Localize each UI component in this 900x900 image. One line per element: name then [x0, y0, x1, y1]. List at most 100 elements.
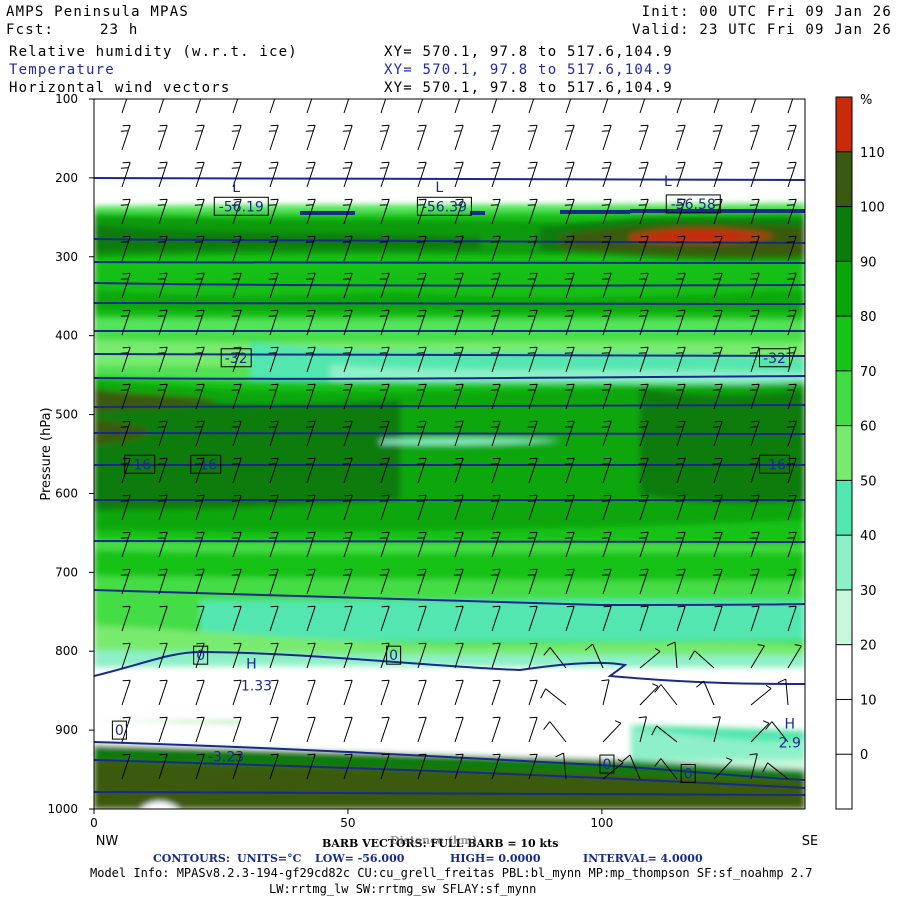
wind-barb [638, 716, 647, 743]
wind-barb [584, 643, 604, 669]
wind-barb [305, 198, 316, 225]
wind-barb [601, 568, 612, 595]
wind-barb [416, 568, 427, 595]
wind-barb [787, 644, 802, 669]
wind-barb [786, 161, 797, 188]
wind-barb [379, 494, 390, 521]
wind-barb [490, 531, 501, 558]
wind-barb [712, 420, 723, 447]
y-tick-label: 800 [55, 644, 78, 658]
wind-barb [157, 235, 168, 262]
wind-barb [712, 346, 723, 373]
colorbar-tick-label: 100 [860, 201, 885, 216]
wind-barb [527, 494, 538, 521]
contour-label: -56.58 [671, 197, 716, 213]
wind-barb [231, 235, 242, 262]
wind-barb [417, 642, 427, 669]
wind-barb [601, 124, 612, 151]
colorbar-tick-label: 110 [860, 146, 885, 161]
colorbar-swatch [836, 589, 852, 645]
wind-barb [231, 272, 242, 299]
wind-barb [601, 235, 612, 262]
y-tick-label: 400 [55, 329, 78, 343]
wind-barb [416, 124, 427, 151]
extremum-marker: H [246, 657, 257, 673]
wind-barb [379, 383, 390, 410]
wind-barb [231, 346, 242, 373]
wind-barb [749, 494, 760, 521]
wind-barb [453, 346, 464, 373]
wind-barb [786, 531, 797, 558]
wind-barb [565, 605, 575, 632]
wind-barb [268, 124, 279, 151]
wind-barb [194, 494, 205, 521]
wind-barb [786, 198, 797, 225]
wind-barb [749, 420, 760, 447]
wind-barb [639, 99, 646, 114]
wind-barb [555, 752, 567, 780]
wind-barb [638, 457, 649, 484]
wind-barb [564, 124, 575, 151]
wind-barb [157, 457, 168, 484]
wind-barb [306, 605, 316, 632]
wind-barb [379, 272, 390, 299]
wind-barb [120, 124, 131, 151]
wind-barb [269, 679, 279, 706]
wind-barb [380, 753, 390, 780]
wind-barb [343, 642, 353, 669]
wind-barb [305, 383, 316, 410]
wind-barb [268, 161, 279, 188]
wind-barb [564, 198, 575, 225]
x-tick-label: 0 [90, 816, 98, 830]
y-tick-label: 900 [55, 723, 78, 737]
wind-barb [453, 494, 464, 521]
wind-barb [305, 124, 316, 151]
wind-barb [417, 716, 427, 743]
contour-label-box [599, 754, 615, 774]
contour-label: -16 [128, 457, 151, 473]
wind-barb [417, 605, 427, 632]
wind-barb [762, 762, 789, 780]
contours-low: LOW= -56.000 [315, 852, 405, 865]
wind-barb [490, 161, 501, 188]
contours-units: UNITS=°C [237, 852, 302, 865]
wind-barb [305, 272, 316, 299]
wind-barb [638, 420, 649, 447]
wind-barb [379, 531, 390, 558]
wind-barb [454, 753, 464, 780]
wind-barb [675, 531, 686, 558]
wind-barb [527, 272, 538, 299]
wind-barb [712, 494, 723, 521]
wind-barb [490, 383, 501, 410]
wind-barb [786, 346, 797, 373]
wind-barb [269, 99, 276, 114]
wind-barb [120, 531, 131, 558]
wind-barb [194, 568, 205, 595]
wind-barb [268, 272, 279, 299]
wind-barb [157, 198, 168, 225]
wind-barb [269, 716, 279, 743]
wind-barb [121, 605, 131, 632]
wind-barb [416, 531, 427, 558]
wind-barb [417, 753, 427, 780]
wind-barb [379, 235, 390, 262]
wind-barb [305, 494, 316, 521]
wind-barb [416, 198, 427, 225]
wind-barb [342, 272, 353, 299]
wind-barb [453, 383, 464, 410]
wind-barb [194, 198, 205, 225]
wind-barb [527, 198, 538, 225]
colorbar-tick-label: 20 [860, 639, 877, 654]
wind-barb [342, 309, 353, 336]
wind-barb [194, 235, 205, 262]
wind-barb [305, 568, 316, 595]
wind-barb [490, 346, 501, 373]
wind-barb [749, 457, 760, 484]
wind-barb [527, 309, 538, 336]
colorbar-tick-label: 80 [860, 310, 877, 325]
wind-barb [786, 568, 797, 595]
forecast-label: Fcst: [6, 22, 55, 38]
wind-barb [417, 99, 424, 114]
wind-barb [490, 198, 501, 225]
wind-barb [195, 679, 205, 706]
